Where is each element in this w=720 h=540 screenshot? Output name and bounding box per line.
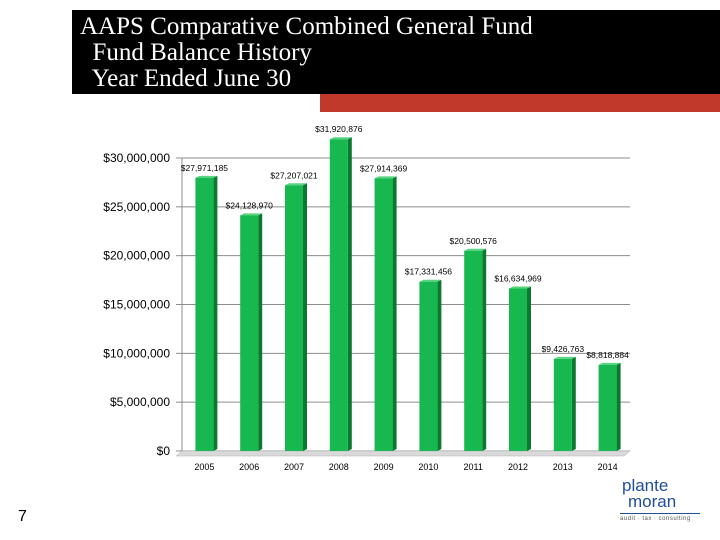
x-tick-label: 2008 — [329, 462, 349, 472]
title-accent-stripe — [320, 94, 720, 112]
bar-side — [616, 362, 621, 451]
y-tick-label: $10,000,000 — [103, 346, 170, 360]
slide-title: AAPS Comparative Combined General Fund F… — [80, 13, 533, 92]
x-tick-label: 2009 — [374, 462, 394, 472]
data-label: $20,500,576 — [450, 236, 498, 246]
data-label: $27,914,369 — [360, 163, 408, 173]
bar — [329, 139, 348, 451]
x-tick-label: 2007 — [284, 462, 304, 472]
data-label: $9,426,763 — [542, 344, 585, 354]
bar-side — [213, 175, 218, 451]
bar-top — [374, 176, 397, 179]
x-tick-label: 2013 — [553, 462, 573, 472]
bar-side — [571, 356, 576, 451]
y-tick-label: $20,000,000 — [103, 249, 170, 263]
title-bar — [72, 10, 720, 94]
bar-top — [509, 286, 531, 289]
bar — [598, 364, 617, 451]
data-label: $16,634,969 — [494, 274, 542, 284]
data-label: $27,207,021 — [270, 170, 318, 180]
bar — [374, 178, 393, 451]
y-tick-label: $5,000,000 — [110, 395, 170, 409]
page-number: 7 — [18, 508, 27, 525]
logo-text-plante: plante — [622, 476, 669, 495]
bar-top — [329, 137, 352, 140]
chart-floor — [175, 450, 631, 457]
bar — [419, 281, 438, 451]
bar-top — [553, 356, 576, 359]
x-tick-label: 2010 — [418, 462, 438, 472]
bar-side — [437, 279, 442, 451]
data-label: $8,818,884 — [586, 350, 629, 360]
bar-top — [240, 213, 263, 216]
x-tick-label: 2006 — [239, 462, 259, 472]
bar — [509, 288, 527, 451]
bar-top — [285, 183, 307, 186]
bar-side — [258, 213, 263, 451]
bar-side — [527, 286, 531, 451]
bar — [553, 358, 572, 451]
x-tick-label: 2011 — [464, 462, 483, 472]
bar-side — [347, 137, 352, 451]
bar-top — [464, 248, 487, 251]
x-tick-label: 2005 — [194, 462, 214, 472]
data-label: $27,971,185 — [181, 163, 229, 173]
logo-divider — [620, 513, 700, 514]
logo-tagline: audit · tax · consulting — [620, 516, 691, 522]
plante-moran-logo: plante moran audit · tax · consulting — [612, 476, 708, 526]
bar-side — [303, 183, 307, 452]
y-tick-label: $25,000,000 — [103, 200, 170, 214]
data-label: $17,331,456 — [405, 267, 453, 277]
bar — [240, 215, 259, 451]
data-label: $31,920,876 — [315, 124, 363, 134]
y-tick-label: $15,000,000 — [103, 298, 170, 312]
bar — [285, 185, 303, 452]
bar — [195, 177, 214, 451]
bar-side — [482, 248, 487, 451]
x-tick-label: 2012 — [508, 462, 528, 472]
y-tick-label: $0 — [157, 444, 171, 458]
bar-side — [392, 176, 397, 451]
bar-top — [598, 362, 621, 365]
x-tick-label: 2014 — [598, 462, 618, 472]
logo-text-moran: moran — [628, 492, 677, 511]
bar-top — [195, 175, 218, 178]
data-label: $24,128,970 — [226, 200, 274, 210]
bar — [464, 250, 483, 451]
y-tick-label: $30,000,000 — [103, 151, 170, 165]
bar-top — [419, 279, 442, 282]
